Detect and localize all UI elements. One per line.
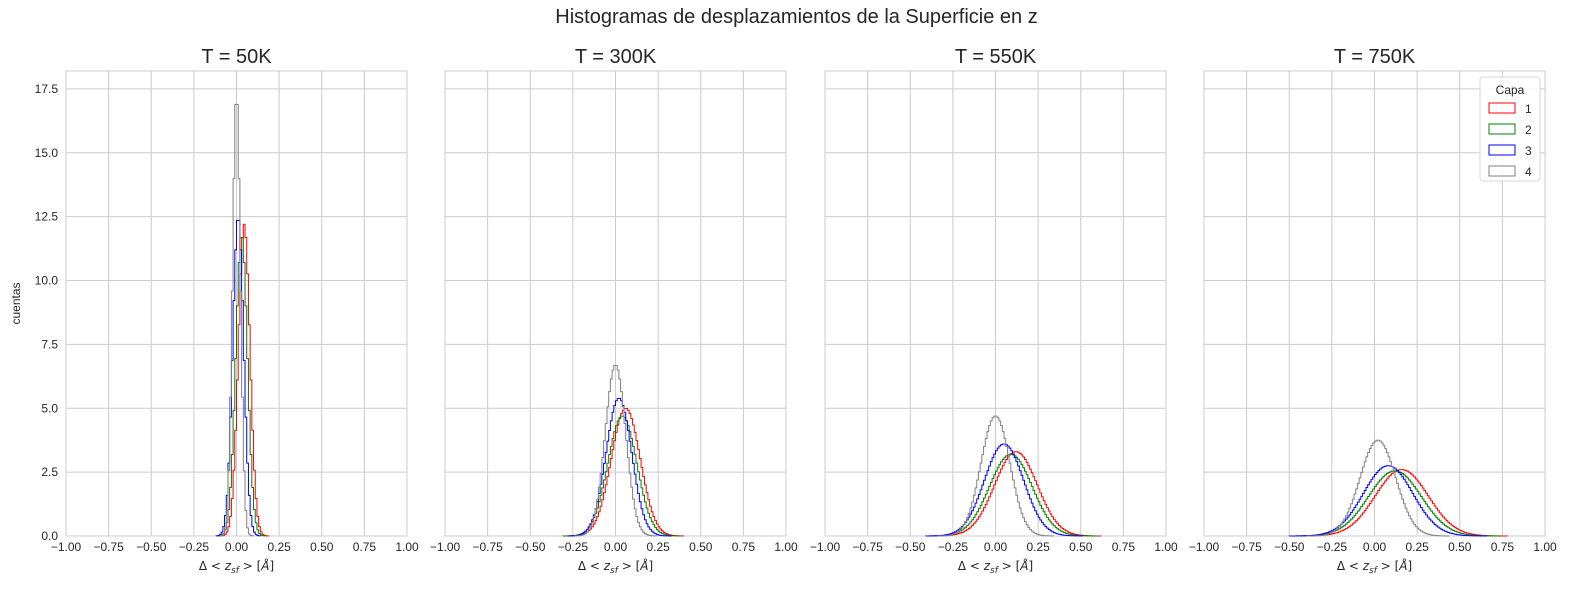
x-tick-label: 0.25 bbox=[267, 540, 291, 554]
x-tick-label: 0.50 bbox=[310, 540, 334, 554]
axes-frame bbox=[444, 70, 787, 537]
axes-frame bbox=[824, 70, 1167, 537]
histogram-capa-2 bbox=[1288, 470, 1502, 537]
x-tick-label: −0.25 bbox=[1317, 540, 1348, 554]
x-tick-label: 0.00 bbox=[604, 540, 628, 554]
panel-2: −1.00 −0.75 −0.50 −0.25 0.00 0.25 0.50 0.75 1.00… bbox=[430, 46, 798, 576]
histogram-capa-3 bbox=[925, 443, 1084, 537]
x-tick-label: 0.75 bbox=[1112, 540, 1136, 554]
panel-title: T = 750K bbox=[1334, 46, 1416, 68]
x-tick-label: 0.25 bbox=[1405, 540, 1429, 554]
panel-title: T = 300K bbox=[575, 46, 657, 68]
legend-label-2: 2 bbox=[1525, 123, 1532, 137]
x-tick-label: 1.00 bbox=[774, 540, 798, 554]
histogram-capa-4 bbox=[218, 103, 255, 537]
histogram-capa-4 bbox=[1305, 439, 1451, 537]
y-tick-label: 15.0 bbox=[35, 146, 59, 160]
histogram-capa-1 bbox=[930, 451, 1102, 537]
x-tick-label: 0.00 bbox=[984, 540, 1008, 554]
x-tick-label: −1.00 bbox=[51, 540, 82, 554]
x-tick-label: 0.75 bbox=[1491, 540, 1515, 554]
x-tick-label: −0.75 bbox=[472, 540, 503, 554]
x-tick-label: −0.50 bbox=[895, 540, 926, 554]
x-tick-label: −0.75 bbox=[1231, 540, 1262, 554]
x-axis-label: Δ < zsf > [Å] bbox=[199, 558, 274, 576]
legend-swatch-4 bbox=[1488, 165, 1516, 177]
legend-label-1: 1 bbox=[1525, 102, 1532, 116]
x-tick-label: −1.00 bbox=[430, 540, 461, 554]
histogram-capa-2 bbox=[217, 237, 266, 537]
y-tick-label: 12.5 bbox=[35, 210, 59, 224]
x-tick-label: 1.00 bbox=[1154, 540, 1178, 554]
axes-frame bbox=[65, 70, 408, 537]
x-tick-label: 1.00 bbox=[395, 540, 419, 554]
x-tick-label: −1.00 bbox=[1189, 540, 1220, 554]
x-tick-label: −0.50 bbox=[515, 540, 546, 554]
x-tick-label: 0.50 bbox=[1069, 540, 1093, 554]
histogram-capa-1 bbox=[1295, 469, 1508, 537]
panel-3: −1.00 −0.75 −0.50 −0.25 0.00 0.25 0.50 0.75 1.00… bbox=[810, 46, 1178, 576]
histogram-capa-1 bbox=[218, 223, 270, 537]
x-axis-label: Δ < zsf > [Å] bbox=[1337, 558, 1412, 576]
x-tick-label: −1.00 bbox=[810, 540, 841, 554]
legend-swatch-1 bbox=[1488, 102, 1516, 114]
histogram-capa-4 bbox=[574, 364, 657, 537]
legend-swatch-3 bbox=[1488, 144, 1516, 156]
x-tick-label: 0.00 bbox=[225, 540, 249, 554]
panel-title: T = 550K bbox=[955, 46, 1037, 68]
histogram-capa-3 bbox=[567, 397, 672, 537]
histogram-capa-2 bbox=[562, 415, 681, 537]
y-tick-label: 5.0 bbox=[41, 401, 58, 415]
legend-label-4: 4 bbox=[1525, 165, 1532, 179]
x-tick-label: 0.75 bbox=[732, 540, 756, 554]
x-tick-label: 0.25 bbox=[646, 540, 670, 554]
x-tick-label: 0.75 bbox=[353, 540, 377, 554]
x-tick-label: −0.50 bbox=[1274, 540, 1305, 554]
y-axis-label: cuentas bbox=[9, 282, 23, 324]
x-tick-label: 0.50 bbox=[689, 540, 713, 554]
histogram-capa-3 bbox=[215, 220, 261, 537]
legend-swatch-2 bbox=[1488, 123, 1516, 135]
x-tick-label: −0.75 bbox=[93, 540, 124, 554]
x-tick-label: 0.25 bbox=[1026, 540, 1050, 554]
x-tick-label: 1.00 bbox=[1533, 540, 1557, 554]
y-tick-label: 0.0 bbox=[41, 529, 58, 543]
histogram-capa-4 bbox=[937, 415, 1054, 537]
panel-1: −1.00 −0.75 −0.50 −0.25 0.00 0.25 0.50 0.75 1.00… bbox=[9, 46, 419, 576]
y-tick-label: 10.0 bbox=[35, 274, 59, 288]
x-axis-label: Δ < zsf > [Å] bbox=[578, 558, 653, 576]
histogram-capa-3 bbox=[1288, 465, 1488, 537]
axes-frame bbox=[1203, 70, 1546, 537]
figure-suptitle: Histogramas de desplazamientos de la Sup… bbox=[555, 6, 1038, 28]
y-tick-label: 17.5 bbox=[35, 82, 59, 96]
panel-title: T = 50K bbox=[201, 46, 272, 68]
x-tick-label: −0.25 bbox=[179, 540, 210, 554]
x-tick-label: −0.25 bbox=[558, 540, 589, 554]
x-tick-label: −0.25 bbox=[938, 540, 969, 554]
x-tick-label: 0.00 bbox=[1363, 540, 1387, 554]
x-tick-label: −0.50 bbox=[136, 540, 167, 554]
x-tick-label: −0.75 bbox=[852, 540, 883, 554]
y-tick-label: 2.5 bbox=[41, 465, 58, 479]
x-axis-label: Δ < zsf > [Å] bbox=[958, 558, 1033, 576]
legend-label-3: 3 bbox=[1525, 144, 1532, 158]
x-tick-label: 0.50 bbox=[1448, 540, 1472, 554]
y-tick-label: 7.5 bbox=[41, 337, 58, 351]
legend-title: Capa bbox=[1496, 83, 1525, 97]
